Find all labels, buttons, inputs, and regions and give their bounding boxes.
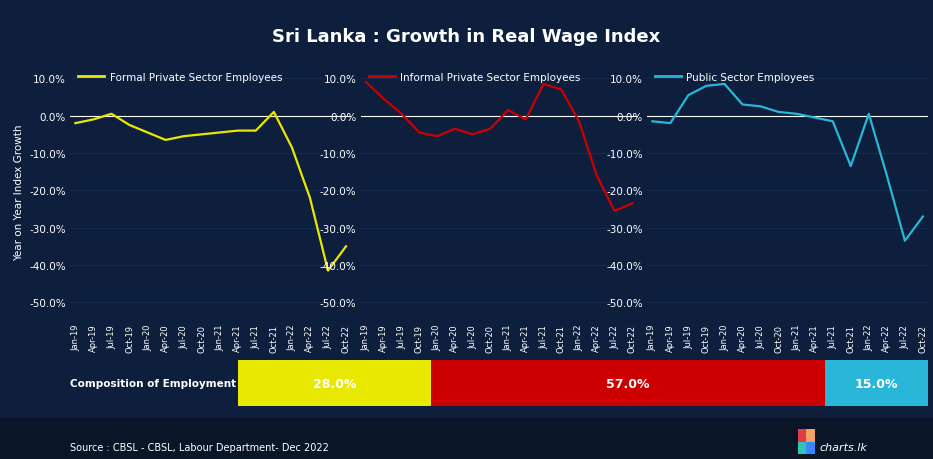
Legend: Public Sector Employees: Public Sector Employees [652, 69, 818, 86]
Bar [806, 442, 815, 454]
Text: 57.0%: 57.0% [606, 377, 649, 390]
Bar [798, 429, 806, 442]
Y-axis label: Year on Year Index Growth: Year on Year Index Growth [14, 125, 23, 261]
Text: Composition of Employment: Composition of Employment [70, 378, 236, 388]
Text: 28.0%: 28.0% [313, 377, 356, 390]
Text: 15.0%: 15.0% [855, 377, 898, 390]
Text: charts.lk: charts.lk [819, 442, 867, 453]
Legend: Formal Private Sector Employees: Formal Private Sector Employees [76, 69, 285, 86]
Text: Source : CBSL - CBSL, Labour Department- Dec 2022: Source : CBSL - CBSL, Labour Department-… [70, 442, 328, 453]
Bar [806, 429, 815, 442]
Text: Sri Lanka : Growth in Real Wage Index: Sri Lanka : Growth in Real Wage Index [272, 28, 661, 45]
Bar [798, 442, 806, 454]
Legend: Informal Private Sector Employees: Informal Private Sector Employees [366, 69, 584, 86]
